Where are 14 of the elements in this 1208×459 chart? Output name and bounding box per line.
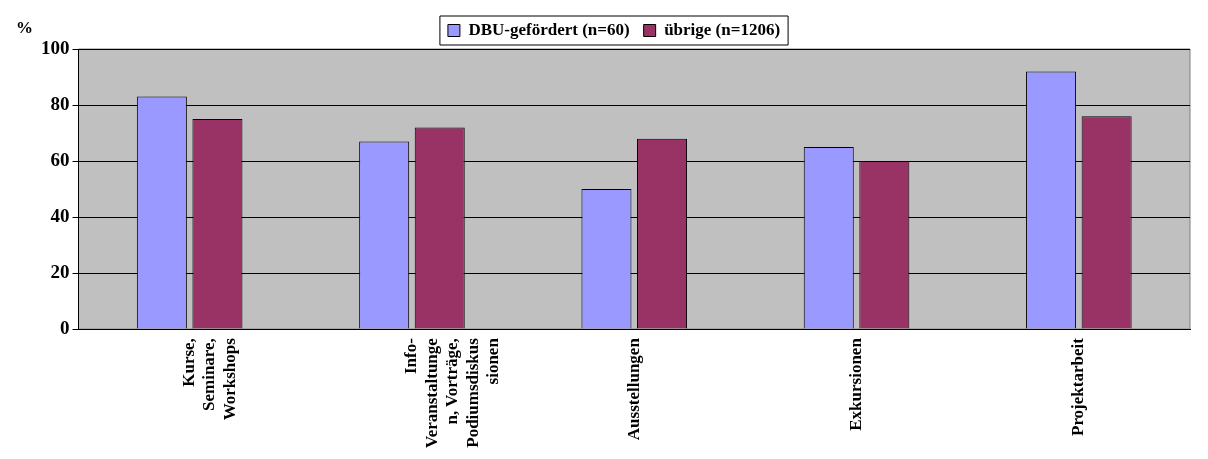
legend-label: übrige (n=1206) [664, 19, 781, 39]
x-tick-label: Ausstellungen [623, 337, 643, 441]
y-tick-label: 20 [50, 261, 70, 282]
y-tick-label: 0 [60, 317, 70, 339]
y-tick-label: 80 [50, 92, 70, 114]
x-tick-label: Projektarbeit [1068, 337, 1088, 436]
x-tick-label: Kurse, Seminare, Workshops [179, 337, 239, 421]
y-tick-label: 100 [41, 36, 70, 58]
y-tick-label: 60 [50, 148, 70, 170]
x-tick-label: Info- Veranstaltunge n, Vorträge, Podiumsdiskus sionen [401, 337, 502, 449]
y-axis-title: % [16, 17, 33, 37]
legend-label: DBU-gefördert (n=60) [468, 19, 630, 39]
x-tick-label: Exkursionen [845, 337, 865, 431]
y-tick-label: 40 [50, 204, 70, 226]
